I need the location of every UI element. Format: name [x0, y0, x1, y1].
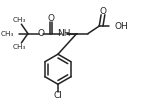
Text: OH: OH: [114, 22, 128, 31]
Text: CH₃: CH₃: [0, 31, 14, 37]
Text: CH₃: CH₃: [13, 17, 26, 23]
Text: CH₃: CH₃: [13, 44, 26, 50]
Text: O: O: [99, 7, 106, 16]
Text: O: O: [38, 29, 45, 38]
Text: NH: NH: [57, 29, 70, 38]
Text: O: O: [48, 14, 55, 23]
Text: Cl: Cl: [53, 91, 62, 100]
